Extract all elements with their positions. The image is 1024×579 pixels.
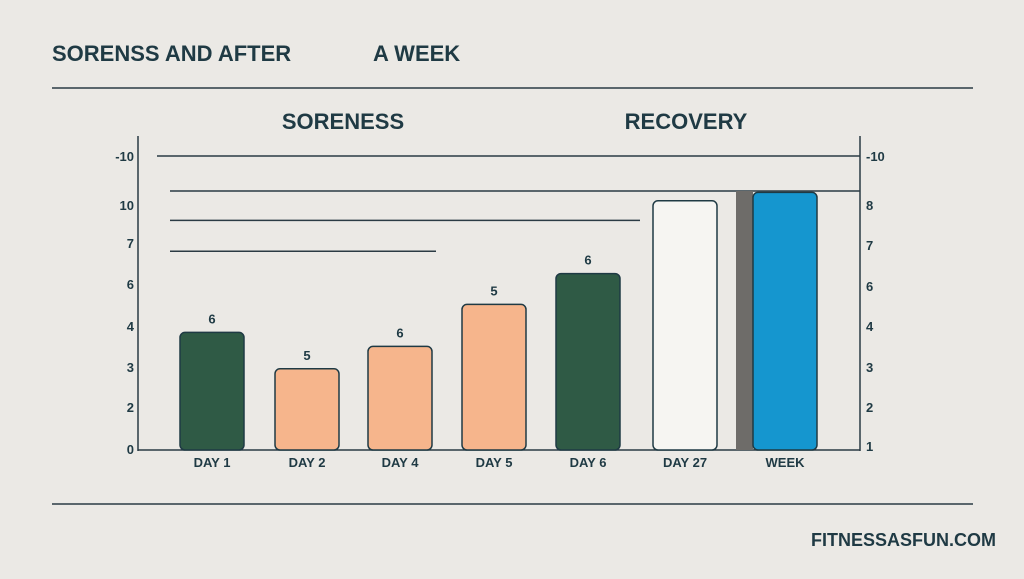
right-tick-label: 3 [866, 360, 873, 375]
category-labels: DAY 1 DAY 2 DAY 4 DAY 5 DAY 6 DAY 27 WEEK [194, 455, 806, 470]
right-tick-labels: -10 8 7 6 4 3 2 1 [866, 149, 885, 454]
category-label: DAY 4 [382, 455, 420, 470]
right-tick-label: 7 [866, 238, 873, 253]
left-tick-label: -10 [115, 149, 134, 164]
bar-day-1 [179, 331, 245, 451]
category-label: DAY 2 [289, 455, 326, 470]
bar-week [752, 191, 818, 451]
category-label: DAY 1 [194, 455, 231, 470]
right-tick-label: 2 [866, 400, 873, 415]
right-tick-label: 8 [866, 198, 873, 213]
bar-shadow-strip [736, 191, 753, 450]
bar-day-27 [652, 200, 718, 451]
left-tick-label: 0 [127, 442, 134, 457]
bar-day-4 [367, 345, 433, 451]
section-label-recovery: RECOVERY [625, 109, 748, 134]
category-label: DAY 6 [570, 455, 607, 470]
right-tick-label: -10 [866, 149, 885, 164]
left-tick-label: 7 [127, 236, 134, 251]
category-label: WEEK [766, 455, 806, 470]
bars-group [179, 191, 818, 451]
bar-day-6 [555, 272, 621, 451]
chart-title: SORENSS AND AFTER [52, 41, 291, 66]
right-tick-label: 4 [866, 319, 874, 334]
data-label: 6 [584, 253, 591, 268]
footer-brand: FITNESSASFUN.COM [811, 530, 996, 550]
left-tick-label: 10 [120, 198, 134, 213]
right-tick-label: 1 [866, 439, 873, 454]
data-label: 5 [490, 283, 497, 298]
left-tick-label: 6 [127, 277, 134, 292]
data-label: 5 [303, 348, 310, 363]
left-tick-label: 2 [127, 400, 134, 415]
data-label: 6 [208, 311, 215, 326]
section-label-soreness: SORENESS [282, 109, 404, 134]
bar-day-5 [461, 303, 527, 451]
left-tick-label: 3 [127, 360, 134, 375]
left-tick-label: 4 [127, 319, 135, 334]
right-tick-label: 6 [866, 279, 873, 294]
bar-day-2 [274, 368, 340, 451]
left-tick-labels: -10 10 7 6 4 3 2 0 [115, 149, 135, 457]
data-label: 6 [396, 325, 403, 340]
category-label: DAY 27 [663, 455, 707, 470]
category-label: DAY 5 [476, 455, 513, 470]
chart-title-suffix: A WEEK [373, 41, 460, 66]
data-labels: 6 5 6 5 6 [208, 253, 591, 363]
